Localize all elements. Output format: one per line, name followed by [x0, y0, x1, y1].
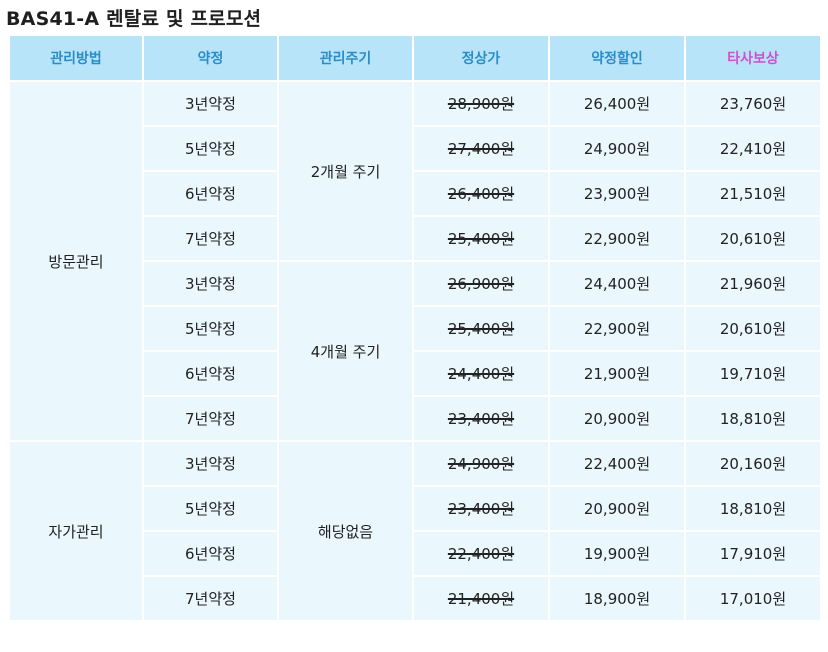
competitor-compensation-cell: 18,810원	[684, 485, 822, 532]
contract-discount-cell: 19,900원	[548, 530, 686, 577]
table-row: 6년약정 24,400원 21,900원 19,710원	[9, 350, 822, 397]
competitor-compensation-cell: 21,510원	[684, 170, 822, 217]
contract-discount-cell: 22,900원	[548, 305, 686, 352]
contract-discount-cell: 24,900원	[548, 125, 686, 172]
table-row: 6년약정 26,400원 23,900원 21,510원	[9, 170, 822, 217]
regular-price-cell: 26,400원	[412, 170, 550, 217]
regular-price-cell: 23,400원	[412, 395, 550, 442]
table-row: 7년약정 23,400원 20,900원 18,810원	[9, 395, 822, 442]
contract-term-cell: 7년약정	[142, 395, 279, 442]
contract-term-cell: 6년약정	[142, 530, 279, 577]
table-row: 5년약정 23,400원 20,900원 18,810원	[9, 485, 822, 532]
regular-price-cell: 21,400원	[412, 575, 550, 622]
contract-discount-cell: 18,900원	[548, 575, 686, 622]
contract-discount-cell: 23,900원	[548, 170, 686, 217]
competitor-compensation-cell: 21,960원	[684, 260, 822, 307]
contract-term-cell: 3년약정	[142, 80, 279, 127]
competitor-compensation-cell: 17,010원	[684, 575, 822, 622]
header-regular-price: 정상가	[412, 34, 550, 82]
competitor-compensation-cell: 23,760원	[684, 80, 822, 127]
competitor-compensation-cell: 19,710원	[684, 350, 822, 397]
table-row: 7년약정 21,400원 18,900원 17,010원	[9, 575, 822, 622]
header-cycle: 관리주기	[277, 34, 414, 82]
contract-discount-cell: 20,900원	[548, 395, 686, 442]
header-competitor-compensation: 타사보상	[684, 34, 822, 82]
competitor-compensation-cell: 20,610원	[684, 305, 822, 352]
contract-term-cell: 3년약정	[142, 260, 279, 307]
regular-price-cell: 28,900원	[412, 80, 550, 127]
contract-discount-cell: 21,900원	[548, 350, 686, 397]
table-row: 3년약정 4개월 주기 26,900원 24,400원 21,960원	[9, 260, 822, 442]
regular-price-cell: 24,400원	[412, 350, 550, 397]
regular-price-cell: 27,400원	[412, 125, 550, 172]
regular-price-cell: 23,400원	[412, 485, 550, 532]
table-row: 방문관리 3년약정 2개월 주기 28,900원 26,400원 23,760원	[8, 80, 822, 442]
contract-discount-cell: 22,400원	[548, 440, 686, 487]
regular-price-cell: 24,900원	[412, 440, 550, 487]
management-method-cell: 방문관리	[8, 80, 144, 442]
header-contract-discount: 약정할인	[548, 34, 686, 82]
regular-price-cell: 25,400원	[412, 215, 550, 262]
contract-term-cell: 7년약정	[142, 215, 279, 262]
table-row: 6년약정 22,400원 19,900원 17,910원	[9, 530, 822, 577]
rental-price-table: 관리방법 약정 관리주기 정상가 약정할인 타사보상 방문관리 3년약정 2개월 주…	[8, 34, 822, 622]
contract-term-cell: 5년약정	[142, 485, 279, 532]
contract-discount-cell: 26,400원	[548, 80, 686, 127]
management-cycle-cell: 해당없음	[277, 440, 414, 622]
header-term: 약정	[142, 34, 279, 82]
contract-term-cell: 6년약정	[142, 170, 279, 217]
contract-term-cell: 6년약정	[142, 350, 279, 397]
contract-discount-cell: 24,400원	[548, 260, 686, 307]
contract-term-cell: 5년약정	[142, 125, 279, 172]
table-row: 자가관리 3년약정 해당없음 24,900원 22,400원 20,160원	[8, 440, 822, 622]
regular-price-cell: 22,400원	[412, 530, 550, 577]
regular-price-cell: 25,400원	[412, 305, 550, 352]
management-method-cell: 자가관리	[8, 440, 144, 622]
contract-term-cell: 3년약정	[142, 440, 279, 487]
page-title: BAS41-A 렌탈료 및 프로모션	[6, 8, 262, 30]
competitor-compensation-cell: 20,160원	[684, 440, 822, 487]
contract-discount-cell: 20,900원	[548, 485, 686, 532]
contract-discount-cell: 22,900원	[548, 215, 686, 262]
competitor-compensation-cell: 18,810원	[684, 395, 822, 442]
competitor-compensation-cell: 17,910원	[684, 530, 822, 577]
table-row: 5년약정 27,400원 24,900원 22,410원	[9, 125, 822, 172]
table-row: 7년약정 25,400원 22,900원 20,610원	[9, 215, 822, 262]
management-cycle-cell: 4개월 주기	[277, 260, 414, 442]
management-cycle-cell: 2개월 주기	[277, 80, 414, 262]
competitor-compensation-cell: 20,610원	[684, 215, 822, 262]
contract-term-cell: 5년약정	[142, 305, 279, 352]
table-row: 5년약정 25,400원 22,900원 20,610원	[9, 305, 822, 352]
header-method: 관리방법	[8, 34, 144, 82]
competitor-compensation-cell: 22,410원	[684, 125, 822, 172]
header-row: 관리방법 약정 관리주기 정상가 약정할인 타사보상	[8, 34, 822, 82]
regular-price-cell: 26,900원	[412, 260, 550, 307]
contract-term-cell: 7년약정	[142, 575, 279, 622]
